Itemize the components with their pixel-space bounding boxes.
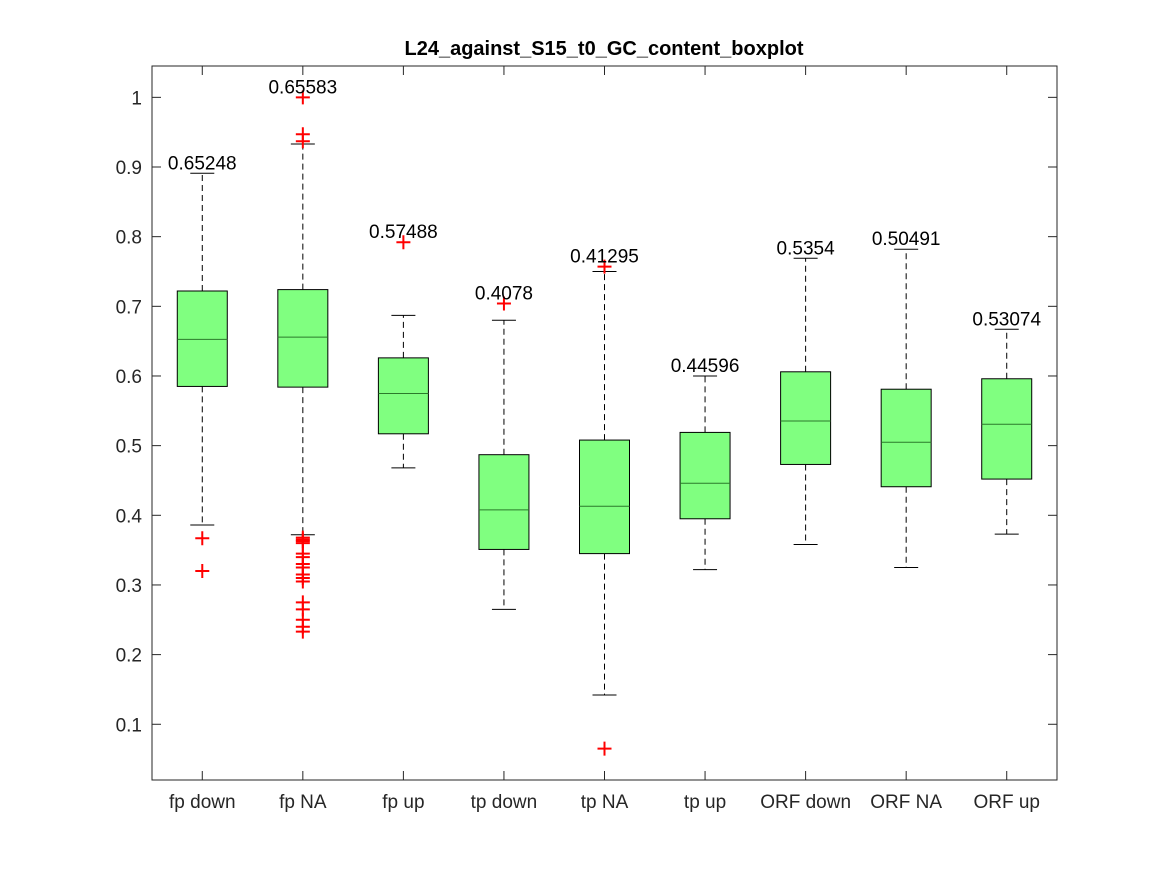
x-axis: fp down fp NA fp up tp down tp NA tp up ORF do… xyxy=(169,66,1040,813)
outlier-marker xyxy=(496,296,511,311)
outlier-marker xyxy=(195,564,210,579)
outlier-marker xyxy=(396,235,411,250)
x-tick-label: fp down xyxy=(169,792,236,813)
chart-title: L24_against_S15_t0_GC_content_boxplot xyxy=(404,38,803,60)
box-iqr xyxy=(981,378,1033,480)
box-iqr xyxy=(277,289,329,388)
box-iqr xyxy=(478,454,530,550)
y-tick-label: 0.5 xyxy=(116,437,142,458)
y-tick-label: 0.2 xyxy=(116,646,142,667)
y-tick-label: 0.4 xyxy=(116,506,143,527)
box-iqr xyxy=(176,290,228,387)
box-fp-down: 0.65248 xyxy=(168,153,237,579)
box-tp-down: 0.4078 xyxy=(475,284,533,610)
outlier-marker xyxy=(295,90,310,105)
x-tick-label: ORF up xyxy=(973,792,1040,813)
outlier-marker xyxy=(195,531,210,546)
outlier-marker xyxy=(597,259,612,274)
box-iqr xyxy=(579,439,630,555)
outlier-marker xyxy=(295,624,310,639)
box-fp-na: 0.65583 xyxy=(268,77,337,639)
x-tick-label: ORF NA xyxy=(870,792,942,813)
box-iqr xyxy=(780,371,832,465)
x-tick-label: fp up xyxy=(382,792,424,813)
box-orf-up: 0.53074 xyxy=(972,309,1041,535)
box-group: 0.65248 0.65583 0.57488 0.4078 0.41295 0.4459… xyxy=(168,77,1041,756)
x-tick-label: ORF down xyxy=(760,792,851,813)
box-fp-up: 0.57488 xyxy=(369,222,438,469)
median-value-label: 0.5354 xyxy=(777,238,836,259)
y-tick-label: 1 xyxy=(131,88,142,109)
x-tick-label: tp up xyxy=(684,792,726,813)
median-value-label: 0.4078 xyxy=(475,284,533,305)
x-tick-label: tp down xyxy=(471,792,538,813)
outlier-marker xyxy=(597,741,612,756)
median-value-label: 0.41295 xyxy=(570,247,639,268)
median-value-label: 0.53074 xyxy=(972,309,1041,330)
y-tick-label: 0.3 xyxy=(116,576,142,597)
median-value-label: 0.57488 xyxy=(369,222,438,243)
box-orf-down: 0.5354 xyxy=(777,238,836,546)
outlier-marker xyxy=(295,574,310,589)
median-value-label: 0.50491 xyxy=(872,229,941,250)
y-tick-label: 0.9 xyxy=(116,158,142,179)
y-tick-label: 0.8 xyxy=(116,228,142,249)
median-value-label: 0.65248 xyxy=(168,153,237,174)
box-iqr xyxy=(679,431,731,520)
box-orf-na: 0.50491 xyxy=(872,229,941,569)
y-axis: 0.1 0.2 0.3 0.4 0.5 0.6 0.7 0.8 0.9 1 xyxy=(116,88,1057,736)
box-iqr xyxy=(377,357,429,435)
x-tick-label: fp NA xyxy=(279,792,327,813)
y-tick-label: 0.7 xyxy=(116,297,142,318)
box-tp-up: 0.44596 xyxy=(671,356,740,571)
box-tp-na: 0.41295 xyxy=(570,247,639,756)
x-tick-label: tp NA xyxy=(581,792,629,813)
y-tick-label: 0.1 xyxy=(116,715,142,736)
y-tick-label: 0.6 xyxy=(116,367,142,388)
outlier-marker xyxy=(295,134,310,149)
median-value-label: 0.65583 xyxy=(268,77,337,98)
median-value-label: 0.44596 xyxy=(671,356,740,377)
box-iqr xyxy=(880,388,932,488)
